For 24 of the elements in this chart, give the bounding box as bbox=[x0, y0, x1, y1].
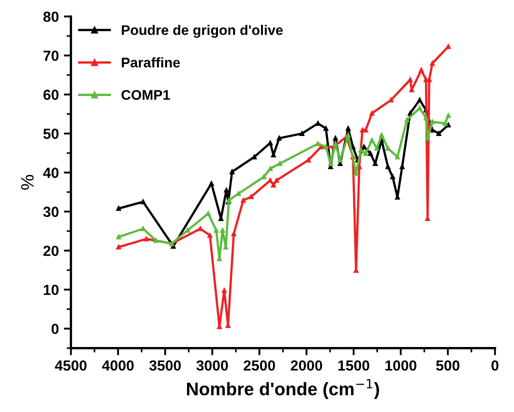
y-tick-label: 50 bbox=[43, 128, 59, 139]
legend-label: Paraffine bbox=[122, 57, 180, 68]
x-tick-label: 3000 bbox=[196, 360, 228, 371]
y-axis-title: % bbox=[21, 174, 34, 190]
y-tick-label: 0 bbox=[52, 324, 59, 334]
y-tick-label: 30 bbox=[43, 206, 59, 218]
y-tick-label: 60 bbox=[43, 90, 59, 100]
x-tick-label: 3500 bbox=[149, 360, 181, 371]
legend-label: Poudre de grigon d'olive bbox=[122, 24, 283, 38]
y-tick-label: 80 bbox=[43, 12, 59, 22]
y-tick-label: 70 bbox=[44, 50, 59, 61]
x-tick-label: 1500 bbox=[338, 360, 370, 371]
x-tick-label: 4500 bbox=[54, 360, 87, 371]
x-tick-label: 0 bbox=[492, 360, 498, 371]
x-tick-label: 2000 bbox=[290, 360, 322, 371]
x-tick-label: 2500 bbox=[244, 360, 276, 371]
x-tick-label: 1000 bbox=[385, 360, 416, 371]
x-tick-label: 4000 bbox=[102, 360, 134, 371]
y-tick-label: 10 bbox=[44, 284, 59, 296]
y-tick-label: 20 bbox=[43, 246, 59, 256]
x-axis-title: Nombre d'onde (cm$^{−1}$) bbox=[187, 379, 380, 399]
y-tick-label: 40 bbox=[43, 168, 59, 178]
legend-label: COMP1 bbox=[122, 90, 170, 100]
x-tick-label: 500 bbox=[436, 360, 460, 371]
